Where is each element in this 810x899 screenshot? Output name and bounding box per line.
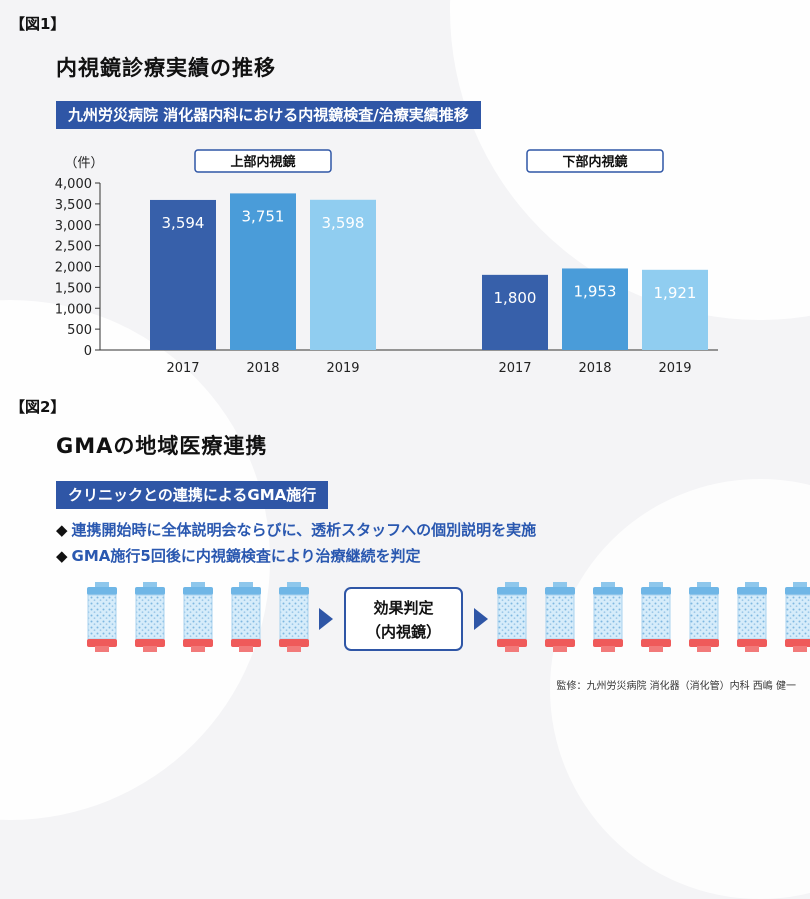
right-columns — [497, 582, 810, 652]
y-unit-label: （件） — [64, 156, 103, 171]
fig2-label: 【図2】 — [10, 398, 66, 416]
judge-box — [344, 587, 463, 651]
group-label: 上部内視鏡 — [230, 154, 295, 170]
gma-column-icon — [689, 582, 719, 652]
bar — [310, 199, 376, 350]
bar-value-label: 3,594 — [162, 214, 205, 232]
fig2-title: GMAの地域医療連携 — [56, 434, 268, 458]
x-tick-label: 2019 — [326, 361, 359, 376]
x-tick-label: 2018 — [246, 361, 279, 376]
flow-arrow-icon — [474, 608, 488, 630]
group-label: 下部内視鏡 — [562, 154, 627, 170]
bar — [230, 193, 296, 350]
judge-line1: 効果判定 — [373, 599, 433, 617]
bullet-item: ◆ 連携開始時に全体説明会ならびに、透析スタッフへの個別説明を実施 — [56, 519, 536, 540]
credit-text: 監修：九州労災病院 消化器（消化管）内科 西嶋 健一 — [556, 681, 796, 692]
diamond-bullet-icon: ◆ — [56, 521, 68, 539]
gma-column-icon — [737, 582, 767, 652]
x-tick-label: 2018 — [578, 361, 611, 376]
group-label-box — [194, 149, 332, 173]
fig1-title: 内視鏡診療実績の推移 — [56, 56, 276, 80]
judge-line2: （内視鏡） — [366, 623, 441, 641]
gma-column-icon — [545, 582, 575, 652]
gma-column-icon — [87, 582, 117, 652]
y-tick-label: 0 — [84, 344, 92, 359]
x-tick-label: 2017 — [498, 361, 531, 376]
bullet-text: GMA施行5回後に内視鏡検査により治療継続を判定 — [71, 547, 421, 565]
bar-value-label: 1,800 — [494, 289, 537, 307]
y-tick-label: 2,500 — [55, 240, 92, 255]
gma-column-icon — [593, 582, 623, 652]
y-tick-label: 500 — [67, 323, 92, 338]
bar-value-label: 1,921 — [654, 284, 697, 302]
x-tick-label: 2019 — [658, 361, 691, 376]
y-tick-label: 2,000 — [55, 261, 92, 276]
bar — [482, 274, 548, 350]
gma-column-icon — [785, 582, 810, 652]
left-columns — [87, 582, 309, 652]
fig1-subtitle: 九州労災病院 消化器内科における内視鏡検査/治療実績推移 — [56, 101, 481, 129]
bar-value-label: 1,953 — [574, 282, 617, 300]
y-tick-label: 1,000 — [55, 302, 92, 317]
diamond-bullet-icon: ◆ — [56, 547, 68, 565]
flow-arrow-icon — [319, 608, 333, 630]
gma-column-icon — [183, 582, 213, 652]
gma-flow-diagram: 効果判定 （内視鏡） — [87, 582, 810, 652]
bar-value-label: 3,598 — [322, 214, 365, 232]
gma-column-icon — [135, 582, 165, 652]
bar-chart: （件） 0 500 1,000 1,500 2,000 2,500 3,000 3,500 4,0… — [55, 149, 718, 376]
gma-column-icon — [641, 582, 671, 652]
bullet-text: 連携開始時に全体説明会ならびに、透析スタッフへの個別説明を実施 — [71, 521, 537, 539]
y-tick-label: 3,000 — [55, 219, 92, 234]
y-tick-label: 1,500 — [55, 281, 92, 296]
x-tick-label: 2017 — [166, 361, 199, 376]
y-tick-label: 4,000 — [55, 177, 92, 192]
group-label-box — [526, 149, 664, 173]
y-tick-label: 3,500 — [55, 198, 92, 213]
gma-column-icon — [279, 582, 309, 652]
gma-column-icon — [231, 582, 261, 652]
gma-column-icon — [497, 582, 527, 652]
fig2-subtitle: クリニックとの連携によるGMA施行 — [56, 481, 329, 509]
fig1-label: 【図1】 — [10, 15, 66, 33]
bar — [150, 199, 216, 350]
bar-value-label: 3,751 — [242, 207, 285, 225]
bullet-item: ◆ GMA施行5回後に内視鏡検査により治療継続を判定 — [56, 545, 421, 566]
bar — [642, 269, 708, 350]
bar — [562, 268, 628, 350]
